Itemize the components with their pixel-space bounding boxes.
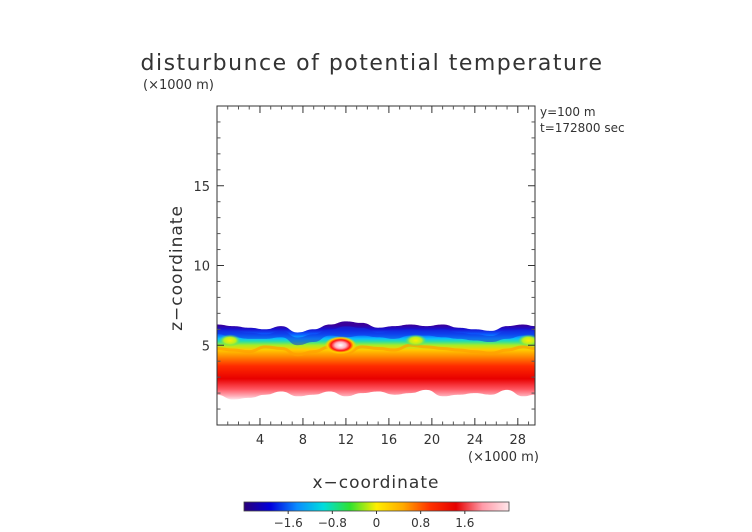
x-tick-label: 20 [424,433,441,448]
field-blob-1 [404,334,427,347]
colorbar-tick-label: −1.6 [274,516,303,530]
x-tick-label: 8 [299,433,307,448]
colorbar-tick-label: −0.8 [318,516,347,530]
warm-front [217,343,535,357]
y-unit-label: (×1000 m) [143,78,214,93]
annotation-y: y=100 m [540,105,596,119]
x-tick-label: 12 [338,433,355,448]
x-axis-label: x−coordinate [313,473,440,493]
y-axis-ticks: 5 10 15 [193,121,535,410]
colorbar-gradient [243,501,510,512]
x-tick-label: 16 [381,433,398,448]
colorbar-tick-label: 0.8 [411,516,430,530]
chart-title: disturbunce of potential temperature [141,51,604,76]
x-axis-ticks: 4 8 12 16 20 24 28 [227,106,530,448]
x-unit-label: (×1000 m) [468,450,539,465]
y-tick-label: 5 [202,339,210,354]
cold-band [217,326,535,346]
colorbar: −1.6 −0.8 0 0.8 1.6 [243,501,510,530]
x-tick-label: 28 [510,433,527,448]
x-tick-label: 4 [256,433,264,448]
y-tick-label: 10 [193,260,210,275]
annotation-t: t=172800 sec [540,121,625,135]
y-axis-label: z−coordinate [167,205,187,331]
colorbar-tick-label: 1.6 [455,516,474,530]
x-tick-label: 24 [467,433,484,448]
field-blob-2 [218,334,241,347]
colorbar-tick-label: 0 [373,516,381,530]
field-blob-3 [517,334,535,347]
y-tick-label: 15 [193,180,210,195]
field-blob-0 [324,336,357,355]
